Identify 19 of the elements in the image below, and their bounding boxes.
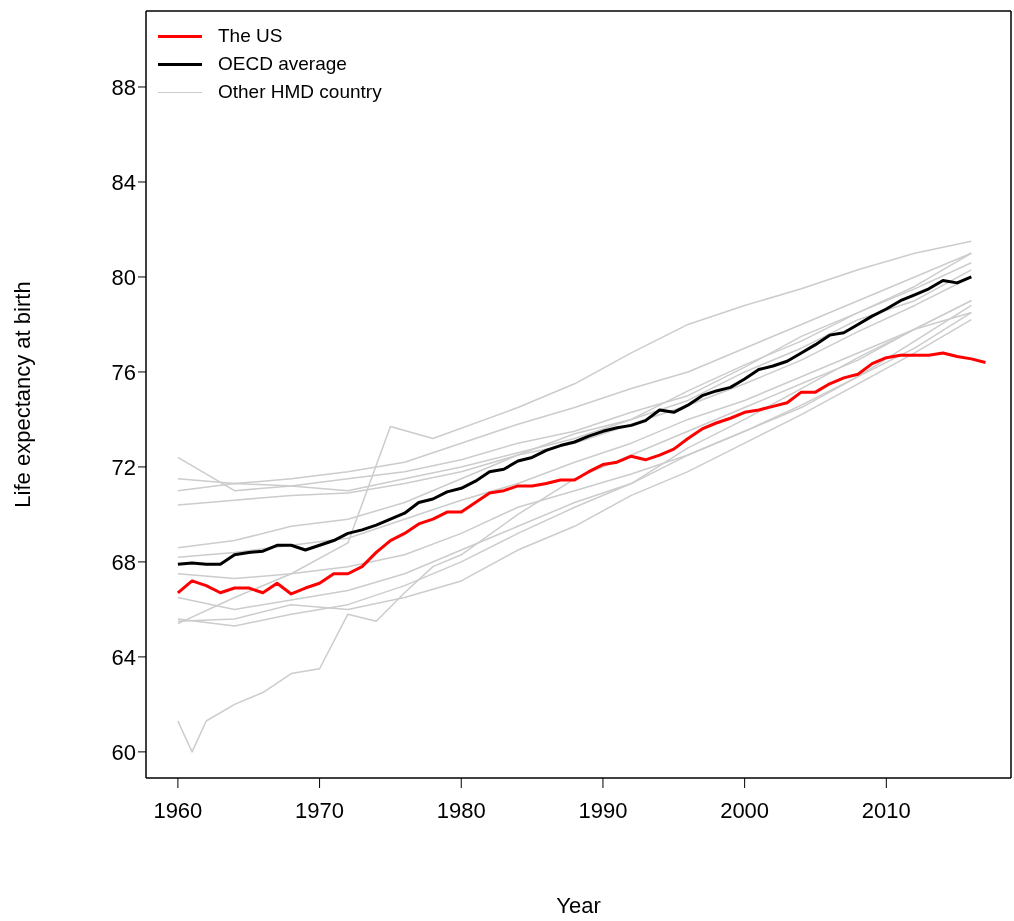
x-tick-label: 1990 bbox=[578, 797, 628, 823]
y-tick-label: 60 bbox=[111, 739, 136, 765]
y-tick-label: 72 bbox=[111, 454, 136, 480]
y-tick-label: 68 bbox=[111, 549, 136, 575]
y-tick-label: 80 bbox=[111, 264, 136, 290]
y-tick-label: 64 bbox=[111, 644, 136, 670]
y-axis-title: Life expectancy at birth bbox=[9, 281, 35, 508]
y-tick-label: 88 bbox=[111, 74, 136, 100]
x-tick-label: 2010 bbox=[861, 797, 911, 823]
x-tick-label: 1970 bbox=[295, 797, 345, 823]
x-tick-label: 1960 bbox=[153, 797, 203, 823]
x-tick-label: 2000 bbox=[720, 797, 770, 823]
legend-label: OECD average bbox=[218, 53, 347, 75]
legend-label: The US bbox=[218, 25, 283, 47]
x-tick-label: 1980 bbox=[436, 797, 486, 823]
y-tick-label: 84 bbox=[111, 169, 136, 195]
x-axis-title: Year bbox=[556, 893, 601, 918]
y-tick-label: 76 bbox=[111, 359, 136, 385]
legend-label: Other HMD country bbox=[218, 81, 382, 103]
